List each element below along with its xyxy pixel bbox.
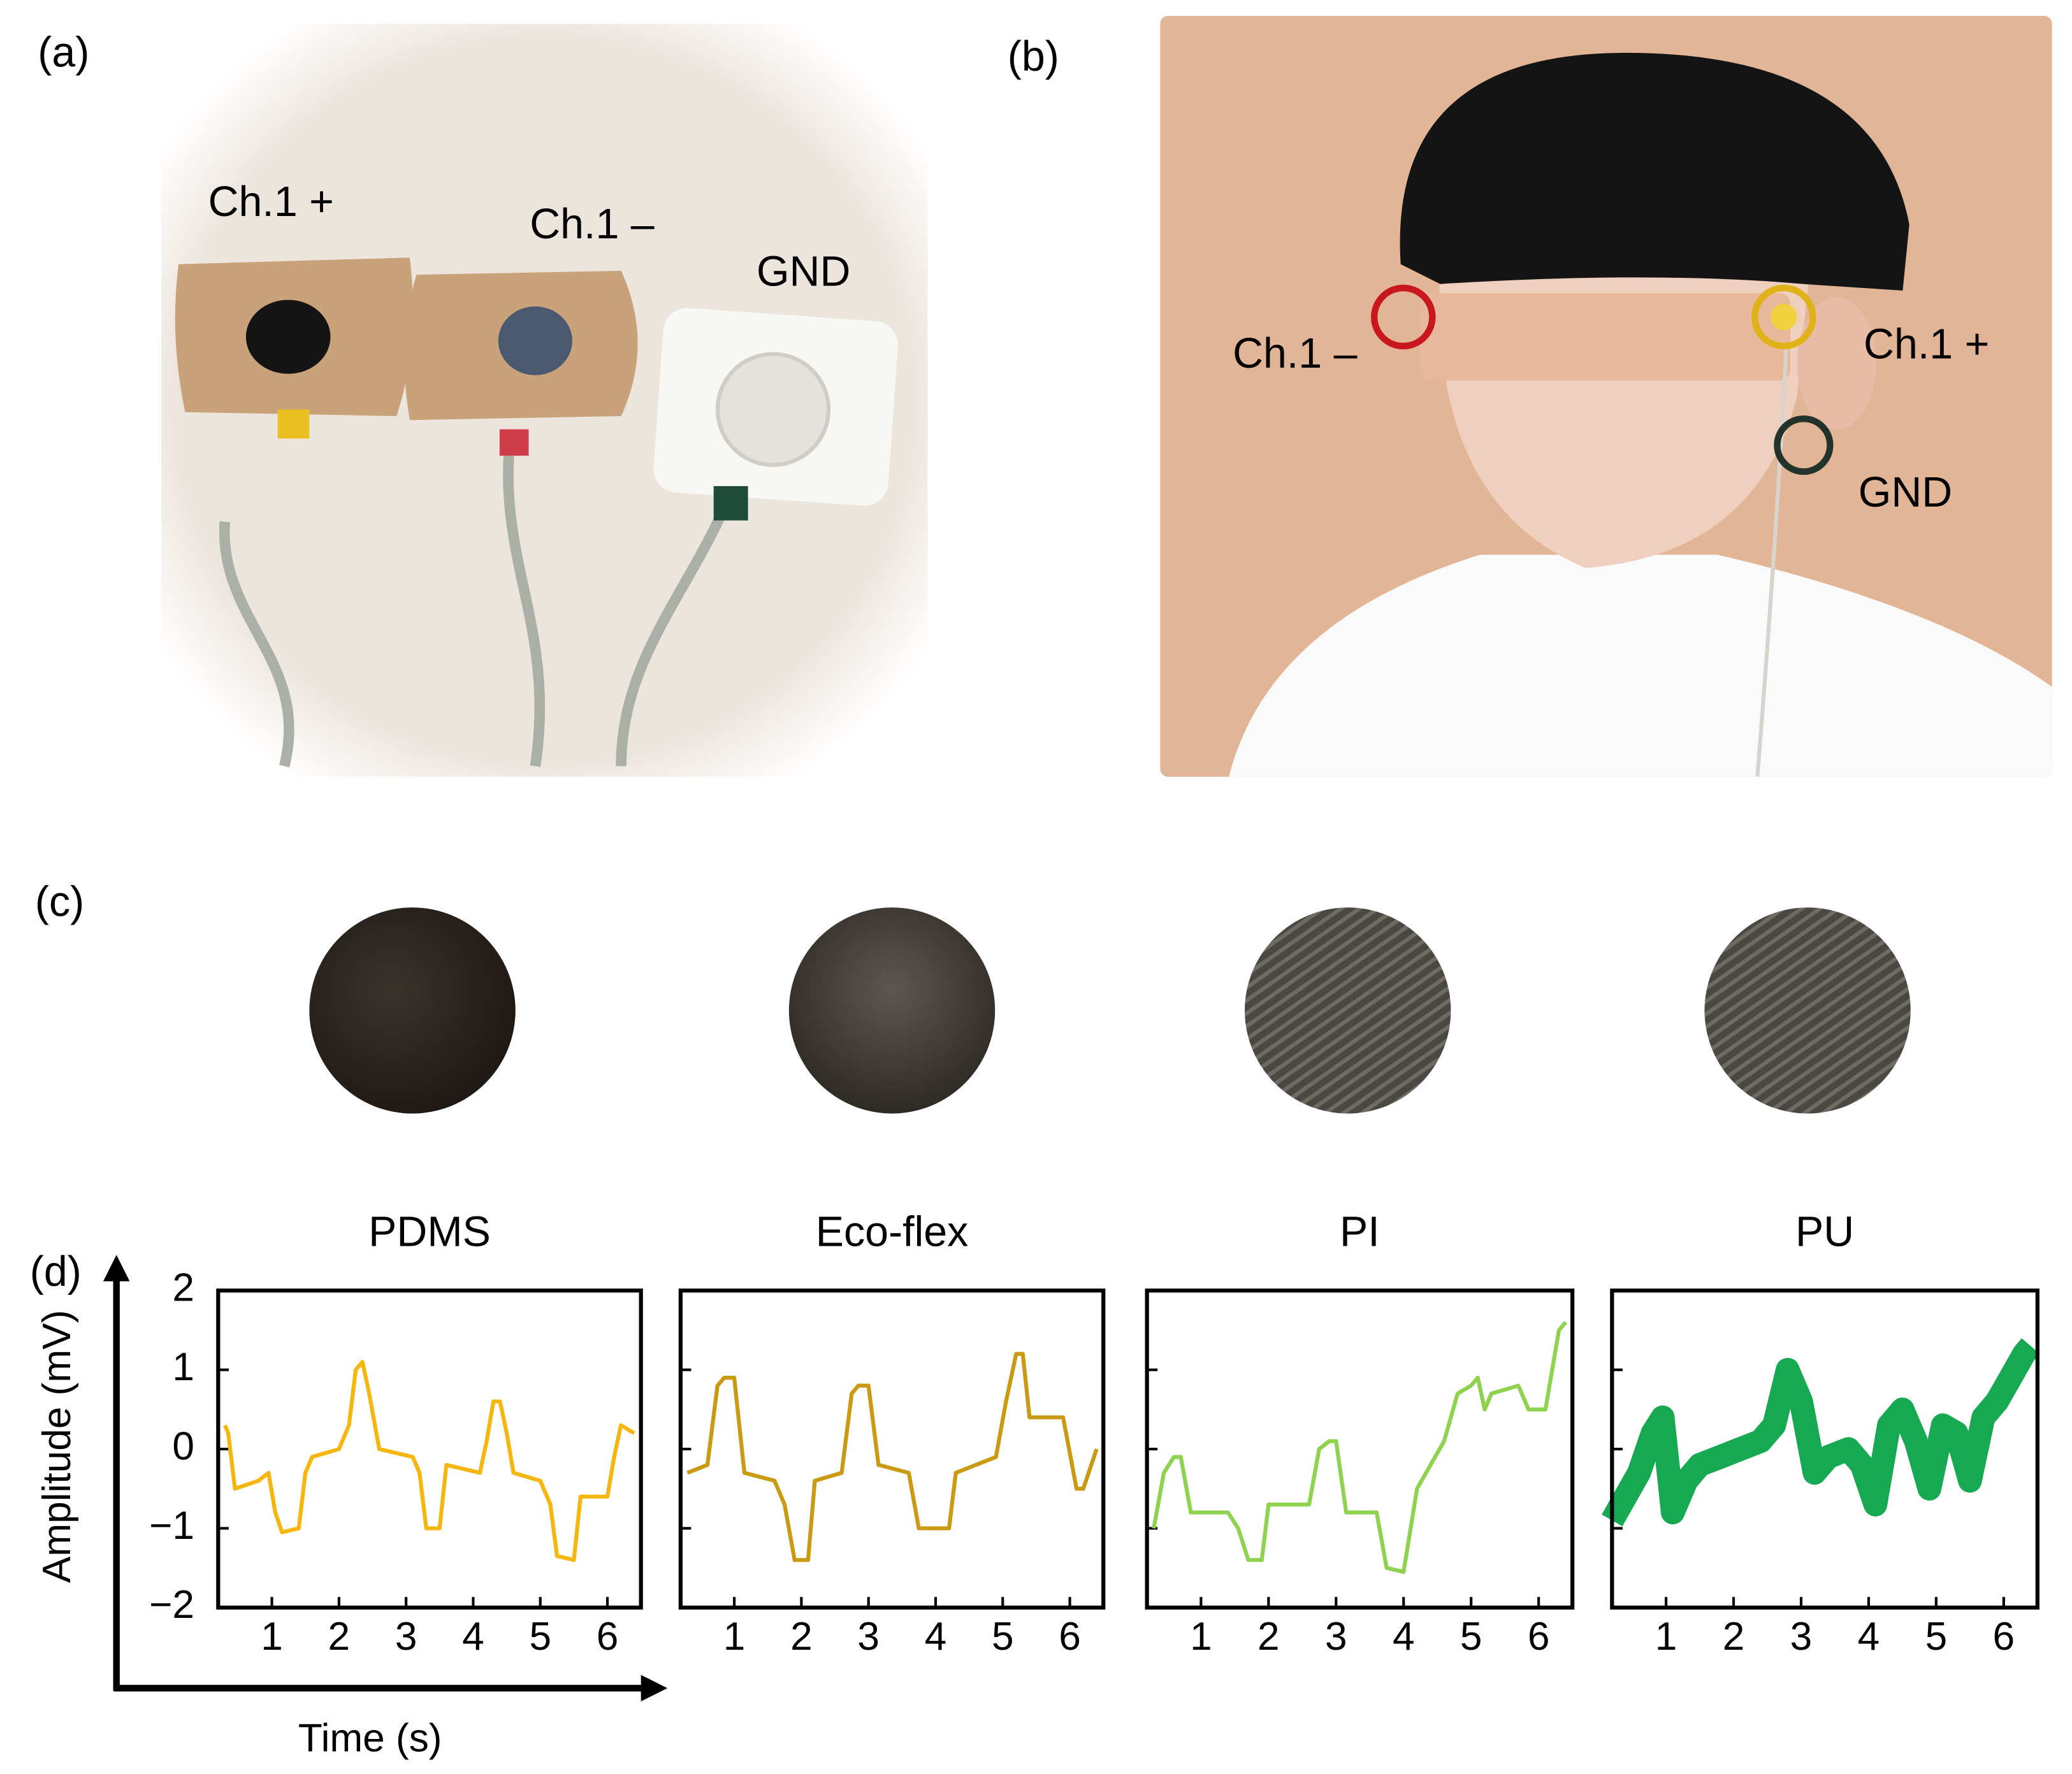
- electrode-contact: [245, 299, 331, 374]
- x-tick-label: 5: [1925, 1615, 1948, 1659]
- y-axis-label: Amplitude (mV): [35, 1310, 79, 1583]
- panel-label: (d): [30, 1248, 82, 1295]
- electrode-label: Ch.1 +: [208, 178, 334, 226]
- x-tick-label: 1: [1655, 1615, 1677, 1659]
- x-tick-label: 2: [790, 1615, 813, 1659]
- x-tick-label: 5: [529, 1615, 551, 1659]
- x-tick-label: 3: [857, 1615, 880, 1659]
- x-axis-label: Time (s): [298, 1717, 442, 1761]
- cable: [616, 500, 732, 767]
- x-tick-label: 4: [1858, 1615, 1880, 1659]
- chart-title: Eco-flex: [816, 1209, 969, 1256]
- signal-line: [1152, 1321, 1567, 1574]
- x-tick-label: 1: [261, 1615, 283, 1659]
- plot-frame: [1145, 1288, 1575, 1610]
- connector: [713, 486, 748, 521]
- electrode-marker: [1771, 303, 1797, 331]
- x-tick-label: 6: [1059, 1615, 1081, 1659]
- signal-line: [686, 1352, 1099, 1562]
- x-tick-label: 1: [1190, 1615, 1212, 1659]
- hair: [1400, 52, 1909, 291]
- x-tick-label: 4: [925, 1615, 947, 1659]
- x-tick-label: 6: [1528, 1615, 1550, 1659]
- x-tick-label: 2: [1257, 1615, 1280, 1659]
- plot-frame: [1610, 1288, 2039, 1610]
- plot-frame: [216, 1288, 643, 1610]
- x-tick-label: 5: [1460, 1615, 1482, 1659]
- material-photos: [309, 907, 1911, 1114]
- x-tick-label: 6: [597, 1615, 619, 1659]
- plot-frame: [678, 1288, 1106, 1610]
- electrode-marker: [1370, 284, 1436, 350]
- x-tick-label: 4: [1393, 1615, 1415, 1659]
- x-tick-label: 6: [1993, 1615, 2015, 1659]
- electrode-label: Ch.1 –: [1233, 330, 1358, 377]
- panel-label: (b): [1008, 33, 1059, 80]
- x-tick-label: 5: [992, 1615, 1014, 1659]
- x-tick-label: 3: [395, 1615, 417, 1659]
- electrode-marker: [1751, 284, 1816, 350]
- signal-line: [1602, 1338, 2040, 1527]
- material-photo: [1704, 907, 1911, 1114]
- arrow-head: [103, 1255, 130, 1281]
- electrode-label: Ch.1 +: [1864, 321, 1989, 368]
- cable: [1755, 343, 1789, 777]
- cable: [219, 521, 294, 768]
- x-tick-label: 1: [723, 1615, 746, 1659]
- y-tick-label: −1: [149, 1504, 194, 1548]
- chart-title: PU: [1795, 1209, 1854, 1256]
- connector: [277, 409, 310, 439]
- x-tick-label: 4: [462, 1615, 484, 1659]
- material-photo: [1245, 907, 1451, 1114]
- shirt: [1229, 554, 2052, 777]
- cable: [503, 455, 546, 767]
- electrode-label: GND: [757, 249, 850, 296]
- electrode-label: GND: [1858, 469, 1952, 516]
- x-tick-label: 3: [1790, 1615, 1813, 1659]
- x-tick-label: 3: [1325, 1615, 1347, 1659]
- material-photo: [788, 907, 996, 1114]
- ear: [1797, 297, 1876, 429]
- electrode-marker: [1774, 415, 1834, 475]
- photo-a: Ch.1 + Ch.1 – GND: [161, 24, 928, 777]
- electrode-label: Ch.1 –: [530, 201, 655, 248]
- x-tick-label: 2: [328, 1615, 351, 1659]
- y-tick-label: 2: [172, 1266, 194, 1310]
- panel-label: (c): [35, 879, 84, 926]
- y-tick-label: −2: [149, 1583, 194, 1627]
- electrode-contact: [498, 306, 572, 375]
- y-tick-label: 1: [172, 1345, 194, 1389]
- material-photo: [309, 907, 516, 1114]
- y-tick-label: 0: [172, 1424, 194, 1468]
- x-tick-label: 2: [1723, 1615, 1745, 1659]
- arrow-head: [641, 1675, 668, 1701]
- signal-line: [223, 1360, 635, 1562]
- face-mask: [1420, 293, 1791, 381]
- connector: [499, 429, 529, 456]
- photo-b: Ch.1 – Ch.1 + GND: [1160, 15, 2052, 777]
- electrode-contact: [715, 352, 831, 467]
- chart-title: PDMS: [368, 1209, 491, 1256]
- panel-label: (a): [38, 29, 89, 76]
- chart-title: PI: [1340, 1209, 1380, 1256]
